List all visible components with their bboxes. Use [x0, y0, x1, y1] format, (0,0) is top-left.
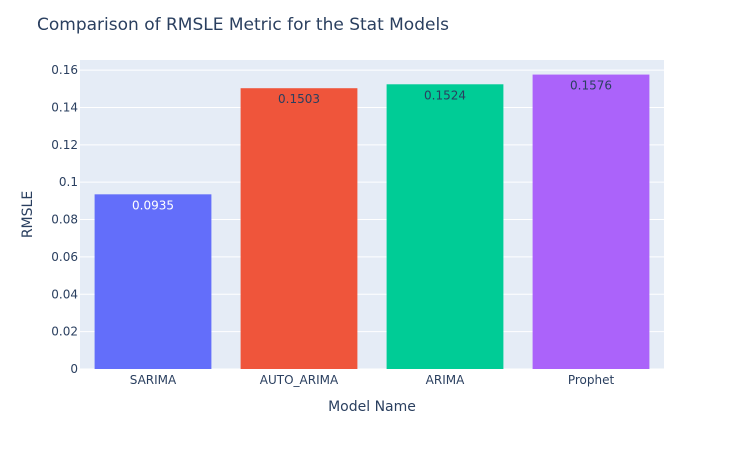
- x-axis-ticks: SARIMA AUTO_ARIMA ARIMA Prophet: [130, 373, 615, 387]
- x-tick-label: AUTO_ARIMA: [260, 373, 339, 387]
- y-tick-label: 0.1: [59, 175, 78, 189]
- data-label: 0.1576: [570, 79, 612, 93]
- y-tick-label: 0.16: [51, 63, 78, 77]
- y-tick-label: 0.14: [51, 100, 78, 114]
- chart-title: Comparison of RMSLE Metric for the Stat …: [37, 15, 449, 35]
- data-label: 0.0935: [132, 198, 174, 212]
- y-tick-label: 0.02: [51, 325, 78, 339]
- bar-arima: [386, 84, 504, 370]
- data-label: 0.1524: [424, 88, 466, 102]
- bars: [94, 74, 650, 370]
- x-tick-label: ARIMA: [426, 373, 465, 387]
- y-axis-ticks: 0 0.02 0.04 0.06 0.08 0.1 0.12 0.14 0.16: [51, 63, 78, 376]
- y-tick-label: 0.12: [51, 138, 78, 152]
- y-tick-label: 0: [70, 362, 78, 376]
- y-axis-label: RMSLE: [20, 191, 36, 238]
- y-tick-label: 0.08: [51, 213, 78, 227]
- data-labels: 0.0935 0.1503 0.1524 0.1576: [132, 79, 612, 213]
- y-tick-label: 0.06: [51, 250, 78, 264]
- x-tick-label: Prophet: [568, 373, 615, 387]
- data-label: 0.1503: [278, 92, 320, 106]
- x-axis-label: Model Name: [328, 399, 416, 415]
- bar-auto-arima: [240, 88, 358, 370]
- bar-prophet: [532, 74, 650, 369]
- y-tick-label: 0.04: [51, 287, 78, 301]
- x-tick-label: SARIMA: [130, 373, 177, 387]
- bar-sarima: [94, 194, 212, 369]
